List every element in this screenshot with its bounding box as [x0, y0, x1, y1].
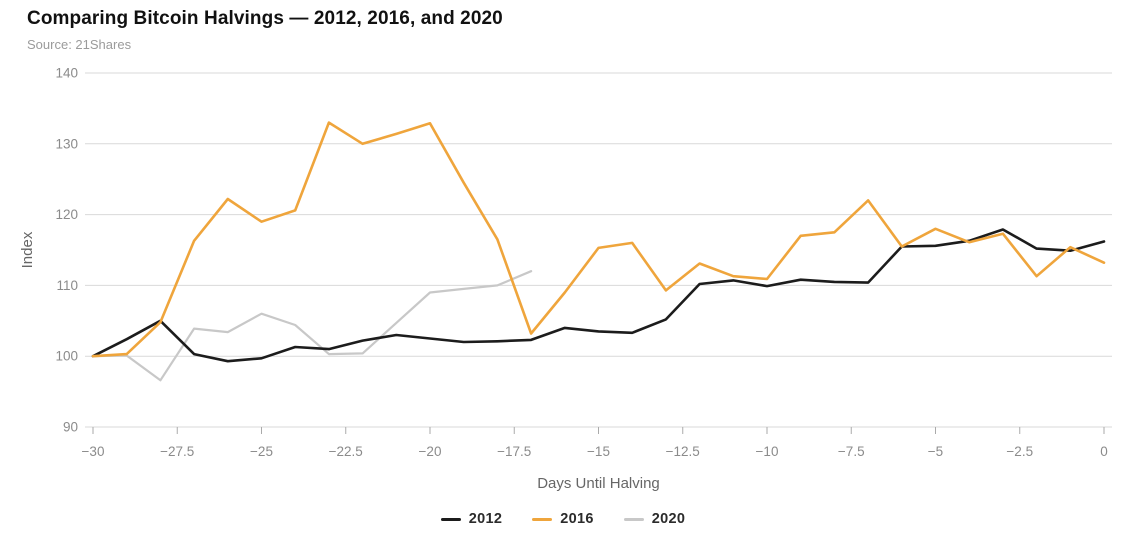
series-line-2016: [91, 121, 1106, 358]
legend-item-2016: 2016: [532, 511, 593, 527]
chart-title: Comparing Bitcoin Halvings — 2012, 2016,…: [27, 8, 503, 29]
legend-label-2020: 2020: [651, 511, 686, 527]
series-lines: [91, 121, 1106, 382]
legend-swatch-2020: [623, 517, 644, 521]
y-tick-label: 90: [63, 420, 78, 435]
y-axis-labels: 90 100 110 120 130 140: [55, 66, 78, 435]
y-tick-label: 110: [56, 278, 78, 293]
line-chart: 90 100 110 120 130 140 −30 −27.5 −25 −22.5 −20 −17.…: [19, 66, 1112, 492]
x-tick-label: 0: [1100, 444, 1108, 459]
x-tick-label: −2.5: [1006, 444, 1033, 459]
series-line-2012: [91, 228, 1106, 363]
x-tick-label: −20: [419, 444, 442, 459]
legend-label-2016: 2016: [560, 511, 594, 527]
x-tick-label: −5: [928, 444, 943, 459]
x-axis-title: Days Until Halving: [537, 475, 660, 492]
legend-label-2012: 2012: [468, 511, 503, 527]
gridlines: [85, 72, 1112, 428]
x-tick-label: −17.5: [497, 444, 531, 459]
legend-item-2012: 2012: [440, 511, 503, 527]
legend-item-2020: 2020: [623, 511, 686, 527]
y-tick-label: 130: [55, 136, 78, 151]
legend-swatch-2016: [532, 517, 553, 521]
y-tick-label: 120: [55, 207, 78, 222]
x-tick-label: −25: [250, 444, 273, 459]
source-label: Source: 21Shares: [27, 37, 132, 52]
x-tick-label: −27.5: [160, 444, 194, 459]
x-tick-label: −22.5: [329, 444, 363, 459]
y-axis-title: Index: [19, 231, 36, 268]
axis-ticks: [92, 427, 1105, 434]
x-tick-label: −12.5: [666, 444, 700, 459]
legend: 2012 2016 2020: [0, 511, 1126, 527]
y-tick-label: 140: [55, 66, 78, 81]
x-tick-label: −30: [82, 444, 105, 459]
x-tick-label: −7.5: [838, 444, 865, 459]
x-tick-label: −15: [587, 444, 610, 459]
series-line-2020: [91, 270, 533, 382]
x-axis-labels: −30 −27.5 −25 −22.5 −20 −17.5 −15 −12.5 −10 −7.5 −…: [82, 444, 1108, 459]
x-tick-label: −10: [756, 444, 779, 459]
y-tick-label: 100: [55, 349, 78, 364]
legend-swatch-2012: [440, 517, 461, 521]
